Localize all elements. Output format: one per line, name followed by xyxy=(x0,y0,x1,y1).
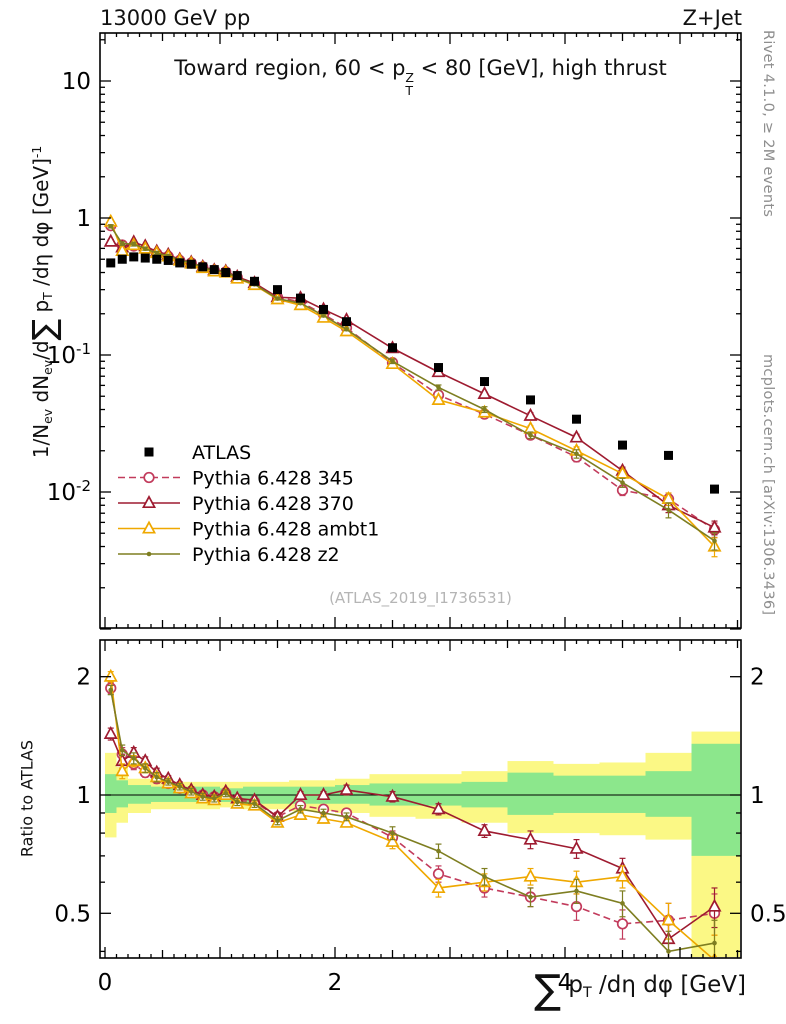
pt-superscript: Z xyxy=(405,70,414,85)
series-atlas xyxy=(106,252,719,494)
ylabel-mid2: /d xyxy=(28,340,53,360)
sum-symbol: ∑ xyxy=(534,967,562,1013)
panel-title-post: < 80 [GeV], high thrust xyxy=(414,56,667,80)
ylabel-exponent: -1 xyxy=(29,145,44,159)
panel-title-pre: Toward region, 60 < p xyxy=(174,56,406,80)
svg-text:10-1: 10-1 xyxy=(47,340,91,369)
svg-text:0.5: 0.5 xyxy=(54,901,91,927)
axis-ticks xyxy=(100,33,741,958)
y-axis-label-ratio: Ratio to ATLAS xyxy=(17,739,37,858)
svg-text:2: 2 xyxy=(328,970,343,996)
svg-text:Pythia 6.428 345: Pythia 6.428 345 xyxy=(192,468,354,490)
ylabel-sub-T: T xyxy=(40,292,56,300)
svg-text:1: 1 xyxy=(750,783,765,809)
svg-text:10: 10 xyxy=(62,69,91,95)
rivet-version-note: Rivet 4.1.0, ≥ 2M events xyxy=(760,30,776,218)
pt-subscript: T xyxy=(405,83,414,99)
svg-text:4: 4 xyxy=(558,970,573,996)
ylabel-mid1: dN xyxy=(28,374,53,409)
svg-text:2: 2 xyxy=(76,665,91,691)
ylabel-sub-ev1: ev xyxy=(40,408,56,424)
uncertainty-bands xyxy=(105,731,740,957)
xlabel-sub-T: T xyxy=(582,984,592,1001)
main-panel-frame xyxy=(99,32,742,629)
svg-text:ATLAS: ATLAS xyxy=(192,442,251,464)
svg-text:1: 1 xyxy=(76,783,91,809)
legend: ATLAS Pythia 6.428 345 Pythia 6.428 370 Pyt… xyxy=(118,442,379,566)
series-ratio-z2 xyxy=(107,684,718,957)
mcplots-credit-note: mcplots.cern.ch [arXiv:1306.3436] xyxy=(760,354,776,616)
sum-symbol: ∑ xyxy=(24,318,63,341)
ylabel-p: p xyxy=(28,299,53,319)
ylabel-post: /dη dφ [GeV] xyxy=(28,158,53,293)
svg-text:10-2: 10-2 xyxy=(47,477,91,506)
svg-text:2: 2 xyxy=(750,665,765,691)
svg-text:Pythia 6.428 ambt1: Pythia 6.428 ambt1 xyxy=(192,519,379,541)
ylabel-sub-ev2: ev xyxy=(40,359,56,375)
process-label: Z+Jet xyxy=(682,6,742,30)
svg-text:1: 1 xyxy=(76,206,91,232)
svg-text:0: 0 xyxy=(98,970,113,996)
beam-energy-label: 13000 GeV pp xyxy=(100,6,251,30)
xlabel-p: p xyxy=(561,971,583,998)
y-axis-label-main: 1/Nev dNev/d∑ pT /dη dφ [GeV]-1 xyxy=(22,0,63,622)
ylabel-pre: 1/N xyxy=(28,423,53,459)
svg-text:Pythia 6.428 370: Pythia 6.428 370 xyxy=(192,493,354,515)
ratio-panel-frame xyxy=(99,639,742,959)
x-axis-label: ∑ pT /dη dφ [GeV] xyxy=(470,968,746,1012)
analysis-id-watermark: (ATLAS_2019_I1736531) xyxy=(329,589,512,607)
svg-text:0.5: 0.5 xyxy=(750,901,786,927)
xlabel-post: /dη dφ [GeV] xyxy=(591,971,746,998)
svg-text:Pythia 6.428 z2: Pythia 6.428 z2 xyxy=(192,544,340,566)
